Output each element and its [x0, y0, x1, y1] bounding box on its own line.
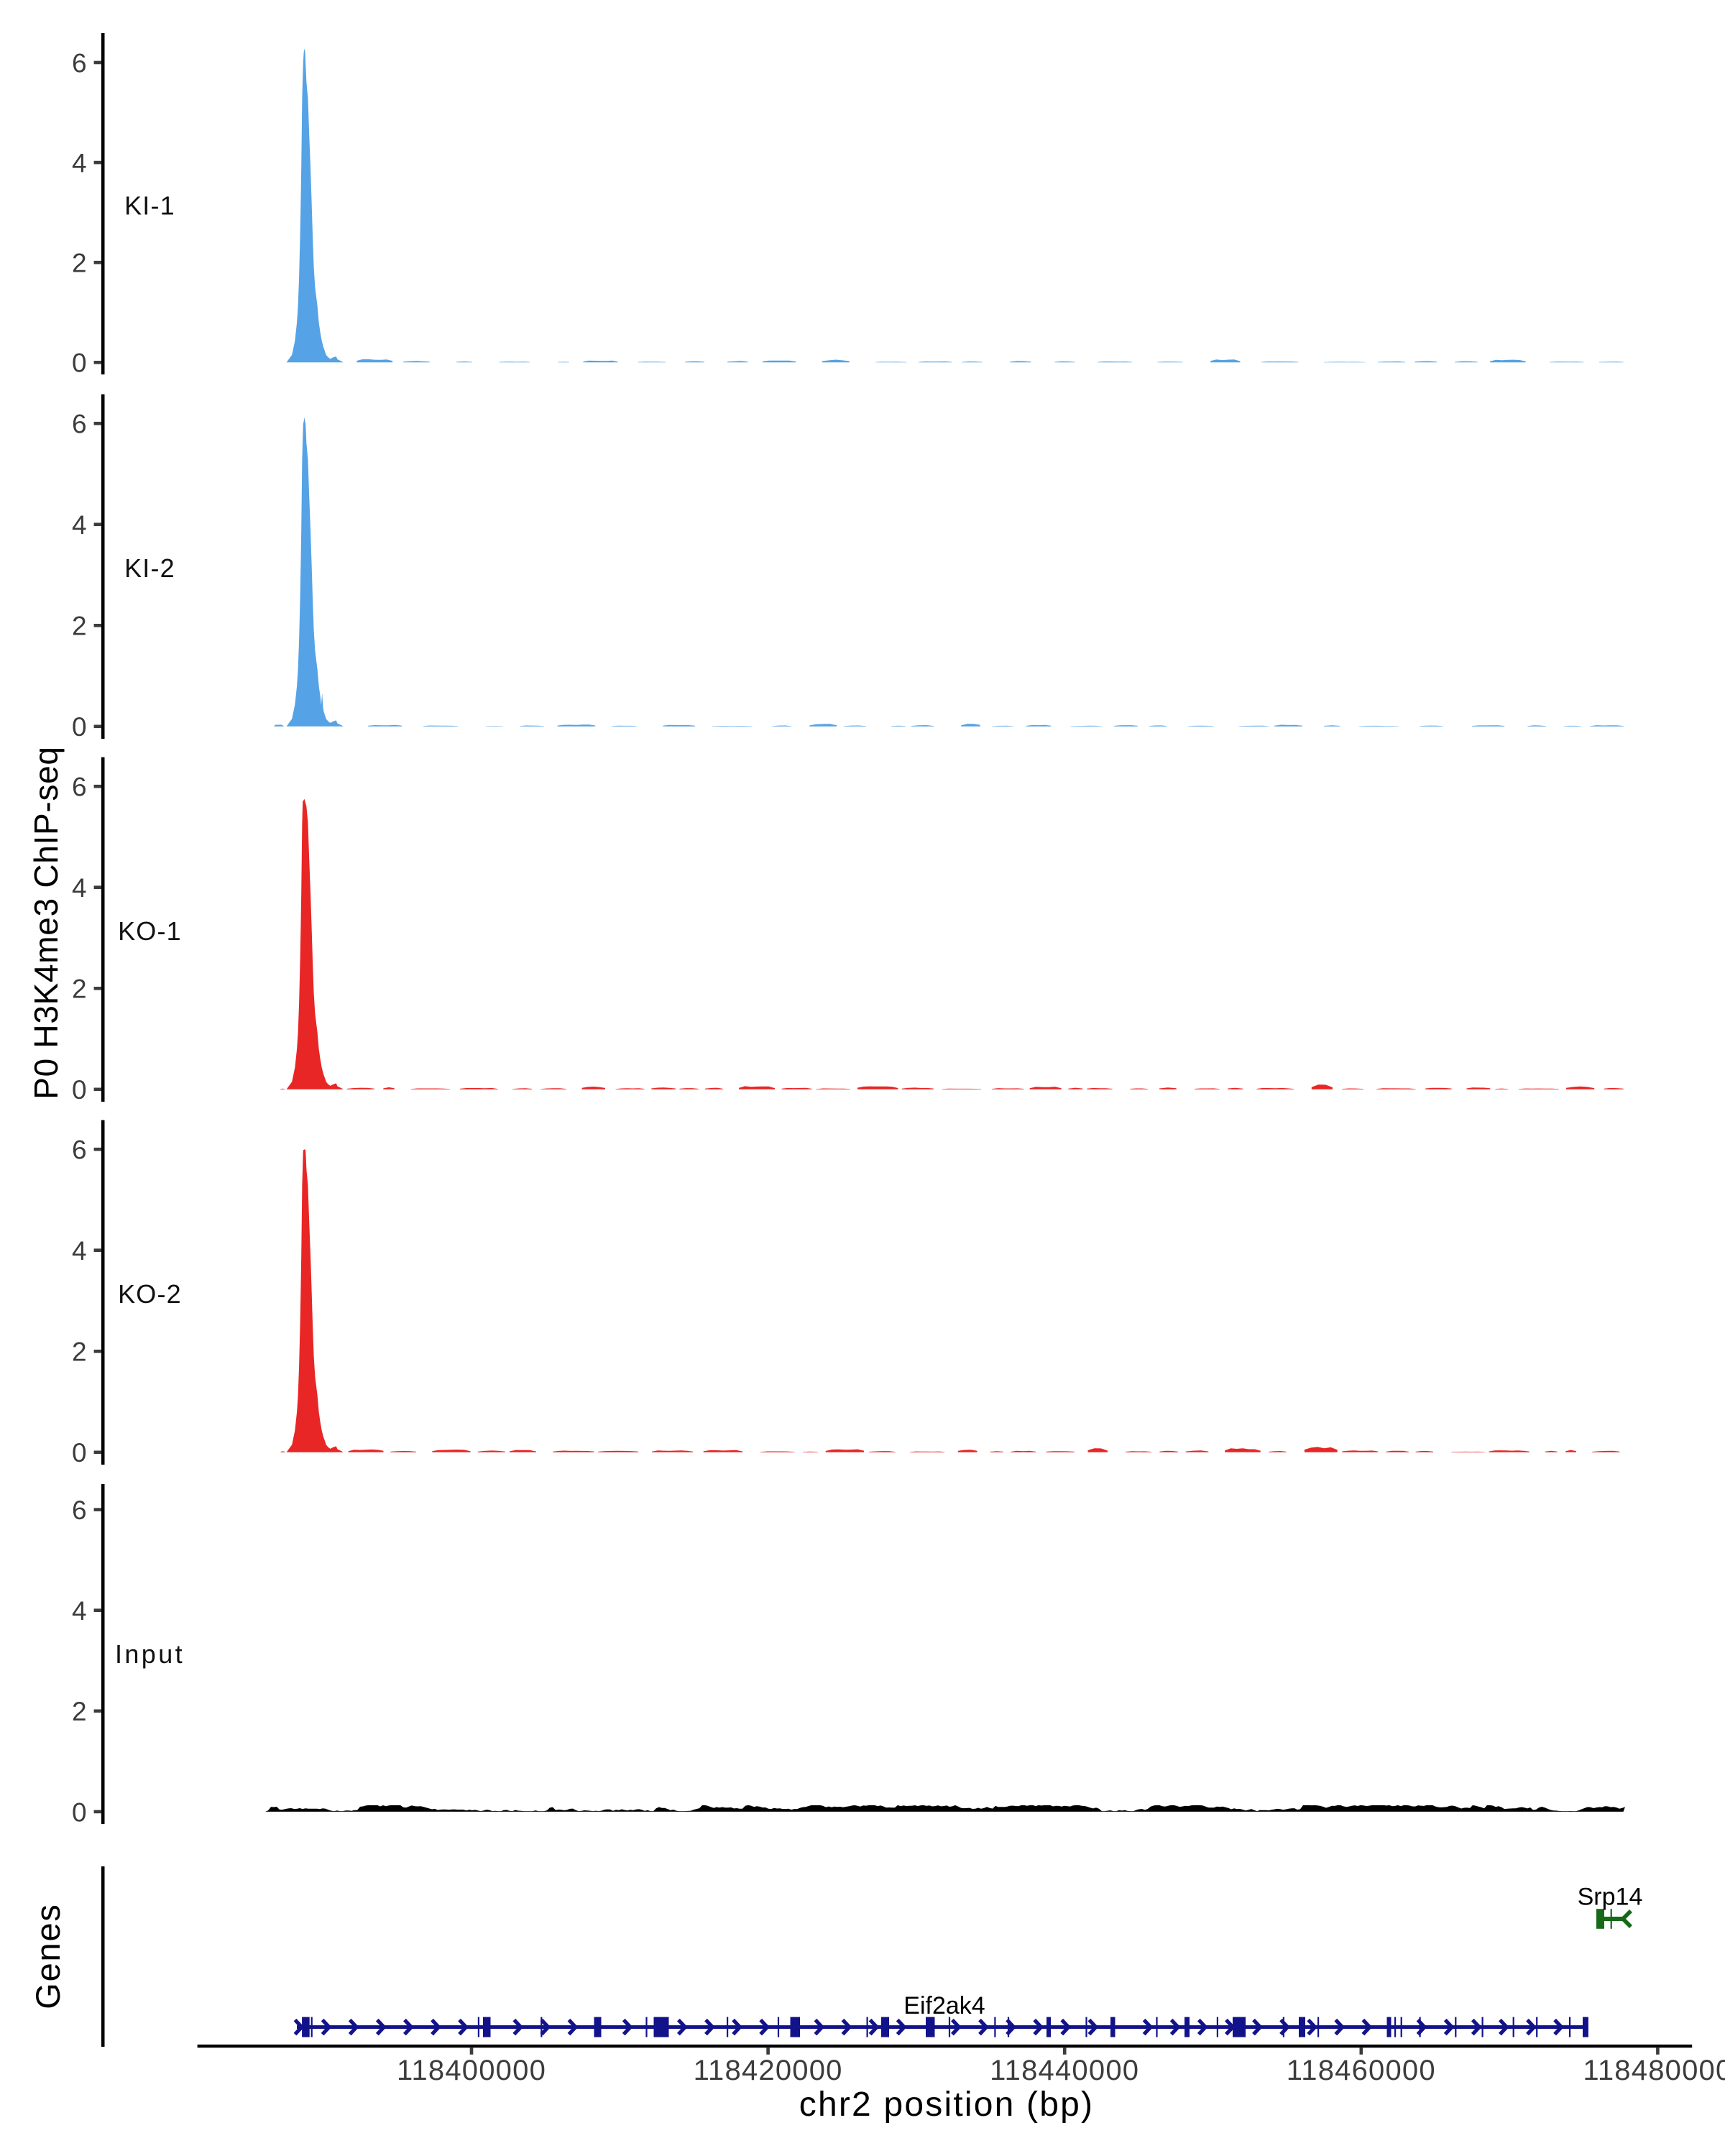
svg-text:118460000: 118460000	[1287, 2055, 1436, 2086]
svg-text:4: 4	[72, 1596, 87, 1626]
svg-text:4: 4	[72, 510, 87, 540]
svg-text:Genes: Genes	[29, 1903, 67, 2009]
svg-text:6: 6	[72, 48, 87, 78]
svg-text:4: 4	[72, 873, 87, 903]
svg-text:0: 0	[72, 1438, 87, 1468]
svg-text:chr2 position (bp): chr2 position (bp)	[799, 2086, 1094, 2124]
svg-text:2: 2	[72, 1337, 87, 1367]
svg-text:Eif2ak4: Eif2ak4	[903, 1992, 985, 2019]
svg-text:4: 4	[72, 149, 87, 178]
svg-text:118480000: 118480000	[1583, 2055, 1725, 2086]
svg-text:4: 4	[72, 1236, 87, 1266]
svg-text:KO-2: KO-2	[118, 1279, 182, 1309]
svg-text:KO-1: KO-1	[118, 916, 182, 946]
svg-text:118420000: 118420000	[694, 2055, 843, 2086]
svg-text:6: 6	[72, 1496, 87, 1525]
svg-text:Srp14: Srp14	[1578, 1884, 1643, 1911]
svg-text:0: 0	[72, 1075, 87, 1105]
svg-text:6: 6	[72, 1135, 87, 1165]
svg-text:118400000: 118400000	[397, 2055, 546, 2086]
svg-text:KI-2: KI-2	[124, 553, 175, 583]
svg-text:0: 0	[72, 712, 87, 742]
svg-text:0: 0	[72, 1797, 87, 1827]
svg-text:2: 2	[72, 1697, 87, 1726]
svg-text:P0 H3K4me3 ChIP-seq: P0 H3K4me3 ChIP-seq	[27, 746, 65, 1099]
svg-text:KI-1: KI-1	[124, 191, 175, 221]
svg-text:2: 2	[72, 249, 87, 278]
svg-text:6: 6	[72, 410, 87, 439]
svg-text:2: 2	[72, 975, 87, 1004]
svg-text:6: 6	[72, 773, 87, 802]
svg-text:0: 0	[72, 349, 87, 378]
svg-text:2: 2	[72, 612, 87, 641]
svg-text:118440000: 118440000	[990, 2055, 1139, 2086]
svg-text:Input: Input	[115, 1639, 185, 1669]
